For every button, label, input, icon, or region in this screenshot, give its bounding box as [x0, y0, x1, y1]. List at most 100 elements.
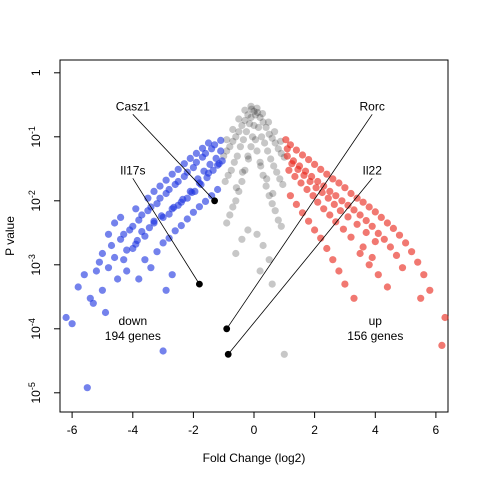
up-point: [380, 235, 388, 243]
ns-point: [259, 171, 267, 179]
up-point: [329, 256, 337, 264]
down-point: [159, 347, 167, 355]
down-point: [165, 185, 173, 194]
ns-point: [250, 107, 258, 115]
gene-label: Il17s: [120, 163, 145, 177]
y-tick-label: 10-3: [27, 254, 43, 275]
up-point: [314, 198, 322, 206]
down-point: [74, 283, 82, 291]
ns-point: [253, 230, 261, 238]
ns-point: [263, 175, 271, 183]
up-point: [374, 271, 382, 279]
up-point: [398, 264, 407, 272]
down-point: [145, 224, 153, 232]
up-point: [283, 145, 291, 153]
up-point: [365, 203, 373, 211]
gene-connector-line: [226, 114, 373, 330]
up-point: [426, 286, 434, 294]
ns-point: [256, 267, 264, 275]
x-tick-label: -6: [67, 423, 78, 437]
y-tick-base: 10: [29, 134, 43, 148]
down-point: [188, 188, 196, 197]
ns-point: [279, 180, 287, 189]
ns-point: [233, 152, 241, 160]
up-point: [292, 146, 300, 154]
down-point: [197, 180, 205, 189]
up-point: [377, 213, 385, 221]
down-point: [203, 174, 211, 182]
down-point: [165, 234, 173, 242]
x-axis: -6 -4 -2 0 2 4 6: [67, 412, 440, 437]
down-point: [104, 230, 113, 238]
up-point: [312, 184, 320, 192]
up-point: [356, 211, 364, 219]
x-axis-label: Fold Change (log2): [203, 451, 306, 465]
down-point: [215, 160, 223, 168]
down-point: [168, 271, 176, 279]
up-point: [438, 341, 446, 349]
ns-point: [257, 162, 265, 170]
ns-point: [226, 211, 234, 219]
up-point: [408, 248, 416, 256]
up-point: [353, 194, 361, 202]
up-point: [317, 165, 325, 173]
ns-point: [238, 168, 247, 176]
annotation-lines: [132, 114, 373, 355]
x-tick-label: 6: [433, 423, 440, 437]
down-point: [132, 205, 140, 213]
up-point: [335, 267, 343, 275]
down-point: [208, 192, 216, 200]
up-point: [303, 185, 311, 194]
up-point: [288, 160, 296, 168]
ns-point: [267, 155, 275, 163]
ns-point: [276, 175, 284, 183]
ns-point: [236, 143, 244, 151]
down-point: [189, 164, 197, 172]
ns-point: [261, 139, 269, 147]
down-point: [200, 167, 208, 175]
ns-point: [230, 158, 238, 166]
up-point: [392, 251, 401, 259]
y-tick-base: 1: [29, 69, 43, 76]
up-point: [362, 217, 370, 225]
down-point: [141, 256, 149, 264]
y-tick-exponent: -1: [27, 126, 37, 134]
ns-point: [232, 133, 240, 141]
ns-point: [241, 166, 249, 174]
ns-point: [251, 136, 260, 144]
up-point: [383, 219, 391, 227]
y-tick-base: 10: [29, 390, 43, 404]
y-tick-label: 10-5: [27, 382, 43, 403]
up-point: [282, 136, 290, 144]
ns-point: [245, 120, 254, 128]
down-point: [114, 275, 122, 283]
up-point: [291, 172, 299, 181]
x-tick-label: 2: [311, 423, 318, 437]
gene-connector-line: [227, 178, 373, 355]
ns-point: [253, 147, 261, 155]
down-point: [201, 197, 210, 205]
ns-point: [226, 143, 234, 151]
down-point: [138, 228, 146, 236]
up-point: [420, 271, 428, 279]
down-point: [123, 246, 131, 254]
up-annotation-label: up: [369, 314, 383, 328]
ns-point: [244, 111, 252, 119]
ns-point: [269, 189, 277, 198]
down-point: [98, 286, 106, 294]
x-tick-label: 4: [372, 423, 379, 437]
up-point: [402, 239, 410, 247]
up-point: [297, 179, 305, 187]
highlight-point: [223, 325, 231, 333]
up-point: [306, 177, 314, 186]
up-point: [323, 244, 331, 253]
y-tick-label: 10-2: [27, 190, 43, 211]
down-point: [156, 194, 164, 202]
down-point: [217, 136, 225, 144]
ns-point: [271, 139, 279, 147]
up-point: [356, 249, 364, 258]
down-point: [186, 154, 194, 162]
down-point: [198, 144, 207, 152]
ns-point: [264, 118, 273, 126]
